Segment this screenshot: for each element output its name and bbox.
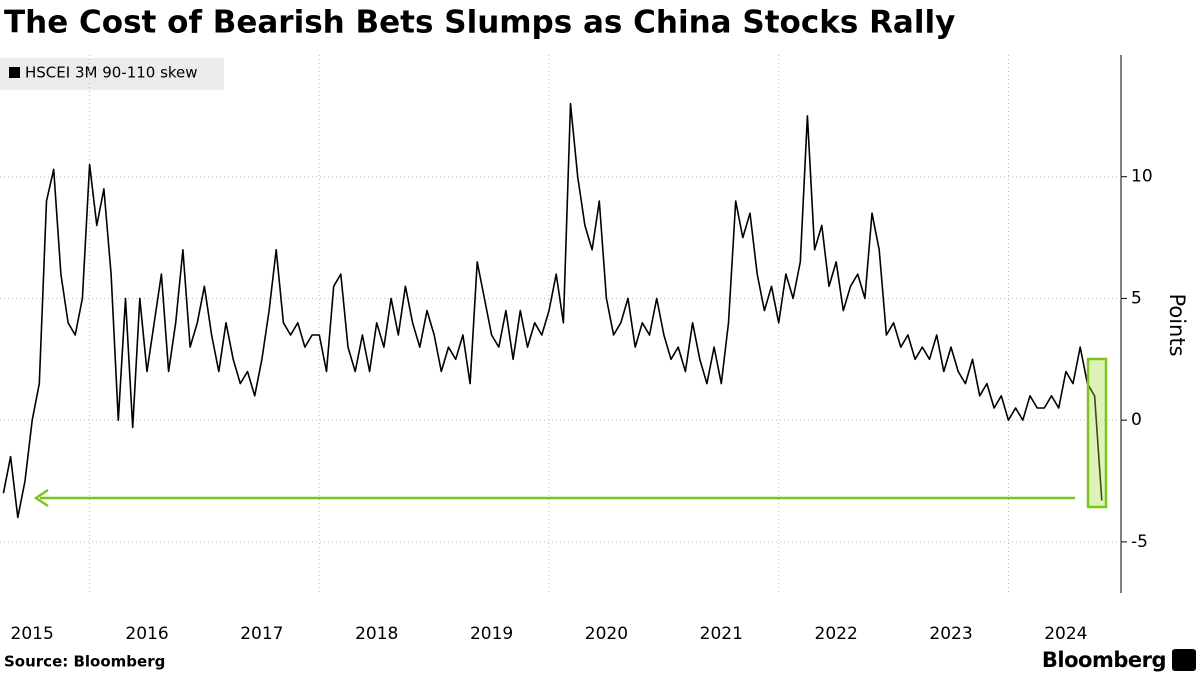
annotation [33, 357, 1108, 509]
brand: Bloomberg [1042, 648, 1166, 672]
y-tick-label: 5 [1131, 288, 1142, 308]
arrow-head [33, 488, 49, 508]
highlight-box [1086, 357, 1108, 509]
y-tick-label: 0 [1131, 410, 1142, 430]
x-tick-label: 2018 [355, 624, 398, 644]
line [2, 102, 1103, 519]
y-tick-label: -5 [1131, 532, 1148, 552]
x-tick-label: 2016 [125, 624, 168, 644]
plot: -5 0 5 10 2015 2016 2017 2018 2019 2020 2021 2022 20… [0, 55, 1153, 644]
y-tick-label: 10 [1131, 167, 1153, 187]
legend [0, 58, 224, 90]
x-tick-label: 2021 [700, 624, 743, 644]
legend-swatch [9, 67, 20, 78]
x-tick-label: 2015 [11, 624, 54, 644]
x-tick-label: 2020 [585, 624, 628, 644]
x-tick-label: 2019 [470, 624, 513, 644]
chart-title: The Cost of Bearish Bets Slumps as China… [4, 5, 955, 41]
x-tick-label: 2024 [1044, 624, 1087, 644]
source: Source: Bloomberg [4, 653, 165, 671]
x-tick-label: 2022 [815, 624, 858, 644]
x-tick-label: 2017 [240, 624, 283, 644]
y-axis-label: Points [1165, 293, 1189, 356]
brand-icon [1172, 649, 1196, 671]
legend-label: HSCEI 3M 90-110 skew [25, 64, 198, 82]
x-tick-label: 2023 [929, 624, 972, 644]
